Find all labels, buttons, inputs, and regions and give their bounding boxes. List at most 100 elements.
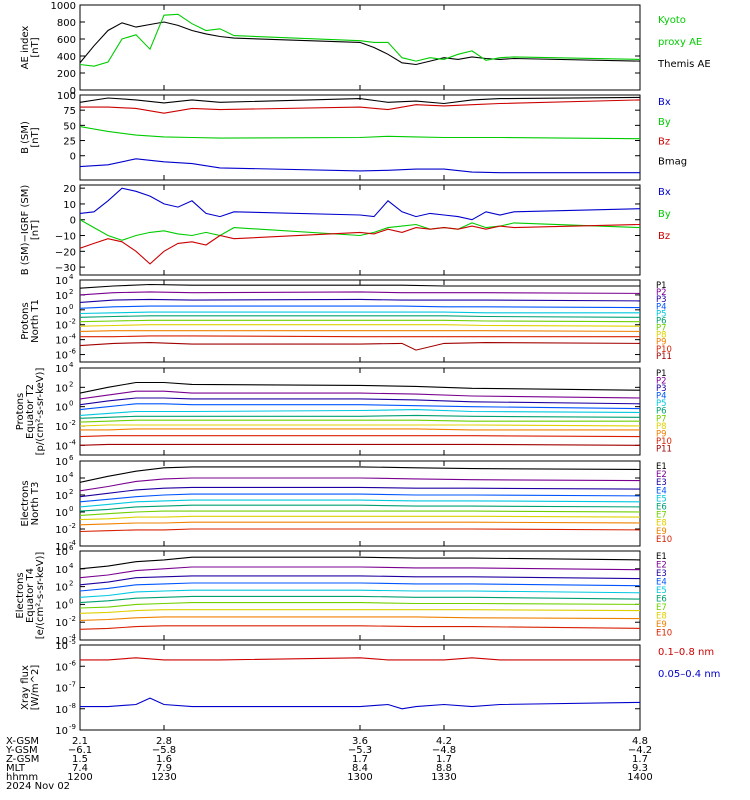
y-tick-exponent: 2 xyxy=(69,488,73,496)
ephemeris-value: 2.1 xyxy=(72,736,88,747)
y-tick-exponent: 0 xyxy=(69,400,73,408)
y-tick-label: 10 xyxy=(55,542,68,553)
ephemeris-value: 1.7 xyxy=(632,754,648,765)
y-tick-label: 10 xyxy=(55,662,68,673)
legend-entry: P7 xyxy=(656,414,667,424)
y-axis-label-line: Protons xyxy=(15,393,26,430)
y-tick-label: 10 xyxy=(55,600,68,611)
ephemeris-value: 9.3 xyxy=(632,763,648,774)
legend-entry: E7 xyxy=(656,511,667,521)
legend-entry: P5 xyxy=(656,309,667,319)
ephemeris-value: 1400 xyxy=(627,772,652,783)
legend-entry: P4 xyxy=(656,302,667,312)
legend-entry: P8 xyxy=(656,331,667,341)
y-tick-label: 50 xyxy=(63,121,76,132)
series-line-p1 xyxy=(80,283,640,289)
series-line-p11 xyxy=(80,342,640,351)
y-axis-label-line: Xray flux xyxy=(20,665,31,710)
y-tick-exponent: 0 xyxy=(69,597,73,605)
legend-entry: E4 xyxy=(656,486,667,496)
ephemeris-value: −5.8 xyxy=(152,745,176,756)
y-tick-label: 10 xyxy=(55,547,68,558)
series-line-e2 xyxy=(80,477,640,492)
y-tick-exponent: -5 xyxy=(69,638,76,646)
series-line-e9 xyxy=(80,521,640,526)
y-tick-exponent: 4 xyxy=(69,471,74,479)
legend-entry: P4 xyxy=(656,392,667,402)
y-axis-label-line: North T3 xyxy=(30,482,41,526)
legend-entry: E1 xyxy=(656,552,667,562)
legend-entry: Kyoto xyxy=(658,15,686,26)
y-axis-label: Electrons North T3 xyxy=(20,480,41,526)
series-line-bz xyxy=(80,99,640,114)
y-tick-label: 25 xyxy=(63,137,76,148)
legend-entry: P5 xyxy=(656,399,667,409)
series-line-e2 xyxy=(80,566,640,579)
series-line-p6 xyxy=(80,414,640,419)
series-line-p7 xyxy=(80,319,640,323)
ephemeris-value: −5.3 xyxy=(348,745,372,756)
legend-entry: P2 xyxy=(656,288,667,298)
legend-entry: E6 xyxy=(656,595,667,605)
legend-entry: E10 xyxy=(656,629,672,639)
y-tick-label: 10 xyxy=(55,474,68,485)
y-tick-label: 10 xyxy=(55,726,68,737)
ephemeris-row-label: hhmm xyxy=(6,772,38,783)
legend-entry: 0.1–0.8 nm xyxy=(658,647,714,658)
legend-entry: P6 xyxy=(656,316,667,326)
y-tick-label: 10 xyxy=(55,336,68,347)
series-line-e4 xyxy=(80,582,640,592)
legend-entry: P3 xyxy=(656,384,667,394)
y-tick-label: 0 xyxy=(70,86,76,97)
y-tick-label: −30 xyxy=(55,263,76,274)
legend-entry: E8 xyxy=(656,612,667,622)
ephemeris-value: −6.1 xyxy=(68,745,92,756)
y-tick-label: 800 xyxy=(57,18,76,29)
ephemeris-value: 7.4 xyxy=(72,763,88,774)
ephemeris-value: 8.8 xyxy=(436,763,452,774)
y-tick-label: 10 xyxy=(55,565,68,576)
y-tick-label: 10 xyxy=(55,321,68,332)
panel-frame xyxy=(79,460,641,547)
y-tick-label: 200 xyxy=(57,69,76,80)
series-line-e3 xyxy=(80,575,640,586)
y-tick-label: −20 xyxy=(55,247,76,258)
legend-entry: Bx xyxy=(658,97,671,108)
legend-entry: By xyxy=(658,209,671,220)
legend-entry: E2 xyxy=(656,470,667,480)
ephemeris-value: 1.5 xyxy=(72,754,88,765)
series-line-e7 xyxy=(80,602,640,609)
y-tick-exponent: 2 xyxy=(69,380,73,388)
y-tick-label: 10 xyxy=(55,684,68,695)
y-axis-label: B (SM)−IGRF (SM) [nT] xyxy=(20,185,41,276)
legend-entry: E9 xyxy=(656,620,667,630)
y-tick-label: 10 xyxy=(55,641,68,652)
y-axis-label-line: [nT] xyxy=(30,37,41,57)
legend-entry: P7 xyxy=(656,324,667,334)
ephemeris-value: 4.2 xyxy=(436,736,452,747)
ephemeris-value: 7.9 xyxy=(156,763,172,774)
series-line-p4 xyxy=(80,403,640,411)
series-line-bx xyxy=(80,187,640,221)
legend-entry: P3 xyxy=(656,295,667,305)
legend-entry: E7 xyxy=(656,603,667,613)
series-line-p9 xyxy=(80,428,640,431)
legend-entry: P11 xyxy=(656,444,672,454)
legend-entry: E5 xyxy=(656,586,667,596)
series-line-e10 xyxy=(80,528,640,533)
y-tick-exponent: 6 xyxy=(69,454,74,462)
legend-entry: P8 xyxy=(656,422,667,432)
y-tick-label: 10 xyxy=(55,383,68,394)
y-tick-label: 0 xyxy=(70,216,76,227)
y-axis-label: B (SM) [nT] xyxy=(20,121,41,154)
legend-entry: P2 xyxy=(656,377,667,387)
y-tick-exponent: 4 xyxy=(69,273,74,281)
y-axis-label-line: Equator T4 xyxy=(25,568,36,623)
ephemeris-row-label: MLT xyxy=(6,763,26,774)
y-tick-label: 10 xyxy=(55,457,68,468)
y-axis-label-line: [e/(cm²-s-sr-keV)] xyxy=(35,552,46,640)
ephemeris-row-label: Z-GSM xyxy=(6,754,39,765)
y-axis-label-line: Electrons xyxy=(15,572,26,618)
